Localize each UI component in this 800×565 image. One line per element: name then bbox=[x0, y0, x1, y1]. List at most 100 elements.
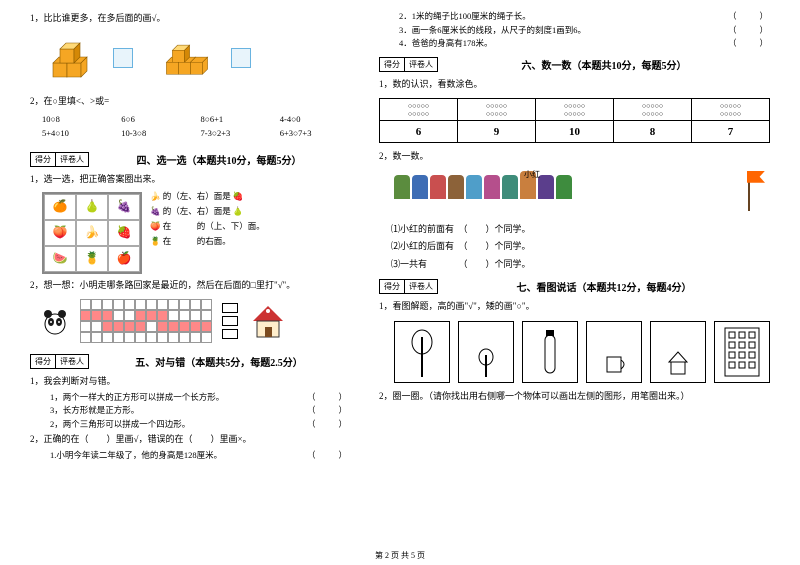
cube-group-a bbox=[45, 33, 133, 83]
cell: 🍊 bbox=[44, 194, 76, 220]
num-cell: 7 bbox=[692, 121, 770, 143]
cell: 🍌 bbox=[76, 220, 108, 246]
s7-q1: 1，看图解题，高的画"√"，矮的画"○"。 bbox=[379, 300, 770, 314]
section5-title: 五、对与错（本题共5分，每题2.5分） bbox=[89, 354, 349, 369]
fruit-grid: 🍊🍐🍇 🍑🍌🍓 🍉🍍🍎 bbox=[42, 192, 142, 274]
section4-title: 四、选一选（本题共10分，每题5分） bbox=[89, 152, 349, 167]
maze-grid bbox=[80, 299, 212, 343]
score-label: 得分 bbox=[380, 280, 405, 293]
kid-icon bbox=[502, 175, 518, 199]
cubes-b-icon bbox=[163, 33, 223, 83]
section7-header: 得分 评卷人 七、看图说话（本题共12分，每题4分） bbox=[379, 279, 770, 294]
dots-cell: ○○○○○○○○○○ bbox=[692, 99, 770, 121]
dots-cell: ○○○○○○○○○○ bbox=[536, 99, 614, 121]
cmp-0: 10○8 bbox=[42, 114, 111, 124]
house-icon bbox=[248, 301, 288, 341]
score-label: 得分 bbox=[31, 153, 56, 166]
thermos-icon bbox=[535, 327, 565, 377]
left-column: 1，比比谁更多，在多后面的画√。 bbox=[30, 10, 349, 540]
cmp-1: 6○6 bbox=[121, 114, 190, 124]
q2-text: 2，在○里填<、>或= bbox=[30, 95, 349, 109]
kid-icon bbox=[412, 175, 428, 199]
checkbox-b[interactable] bbox=[231, 48, 251, 68]
right-column: 2．1米的绳子比100厘米的绳子长。（ ） 3．画一条6厘米长的线段，从尺子的刻… bbox=[379, 10, 770, 540]
cup-icon bbox=[599, 327, 629, 377]
num-row: 6 9 10 8 7 bbox=[380, 121, 770, 143]
kid-icon bbox=[484, 175, 500, 199]
queue-area: 小红 bbox=[394, 171, 770, 216]
num-cell: 9 bbox=[458, 121, 536, 143]
kid-icon bbox=[466, 175, 482, 199]
pos-line-0: 🍌 的（左、右）面是 🍓 bbox=[150, 189, 349, 204]
cell: 🍉 bbox=[44, 246, 76, 272]
dots-cell: ○○○○○○○○○○ bbox=[380, 99, 458, 121]
s4-q2: 2，想一想：小明走哪条路回家是最近的，然后在后面的□里打"√"。 bbox=[30, 279, 349, 293]
grader-label: 评卷人 bbox=[405, 280, 437, 293]
house-small-box bbox=[650, 321, 706, 383]
cubes-a-icon bbox=[45, 33, 105, 83]
num-cell: 6 bbox=[380, 121, 458, 143]
panda-icon bbox=[40, 306, 70, 336]
count-line-2: ⑶一共有 （ ）个同学。 bbox=[379, 258, 770, 272]
building-box bbox=[714, 321, 770, 383]
tf6: 3．画一条6厘米长的线段，从尺子的刻度1画到6。（ ） bbox=[379, 24, 770, 38]
pos-line-2: 🍑 在 的（上、下）面。 bbox=[150, 219, 349, 234]
building-icon bbox=[722, 325, 762, 379]
cmp-3: 4-4○0 bbox=[280, 114, 349, 124]
kid-icon bbox=[538, 175, 554, 199]
tf2: 3，长方形就是正方形。（ ） bbox=[30, 404, 349, 418]
answer-box-2[interactable] bbox=[222, 316, 238, 326]
compare-grid: 10○8 6○6 8○6+1 4-4○0 5+4○10 10-3○8 7-3○2… bbox=[42, 114, 349, 138]
section6-header: 得分 评卷人 六、数一数（本题共10分，每题5分） bbox=[379, 57, 770, 72]
s7-q2: 2，圈一圈。（请你找出用右侧哪一个物体可以画出左侧的图形，用笔圈出来。） bbox=[379, 390, 770, 404]
section7-title: 七、看图说话（本题共12分，每题4分） bbox=[438, 279, 770, 294]
dots-cell: ○○○○○○○○○○ bbox=[614, 99, 692, 121]
tf3: 2，两个三角形可以拼成一个四边形。（ ） bbox=[30, 418, 349, 432]
section4-header: 得分 评卷人 四、选一选（本题共10分，每题5分） bbox=[30, 152, 349, 167]
grid-position-area: 🍊🍐🍇 🍑🍌🍓 🍉🍍🍎 🍌 的（左、右）面是 🍓 🍇 的（左、右）面是 🍐 🍑 … bbox=[30, 189, 349, 277]
section5-header: 得分 评卷人 五、对与错（本题共5分，每题2.5分） bbox=[30, 354, 349, 369]
cell: 🍓 bbox=[108, 220, 140, 246]
view-boxes bbox=[394, 321, 770, 383]
position-lines: 🍌 的（左、右）面是 🍓 🍇 的（左、右）面是 🍐 🍑 在 的（上、下）面。 🍍… bbox=[150, 189, 349, 250]
answer-box-1[interactable] bbox=[222, 303, 238, 313]
cell: 🍑 bbox=[44, 220, 76, 246]
tf4: 1.小明今年读二年级了，他的身高是128厘米。（ ） bbox=[30, 449, 349, 463]
tree-tall-box bbox=[394, 321, 450, 383]
cmp-2: 8○6+1 bbox=[201, 114, 270, 124]
tree-short-icon bbox=[471, 327, 501, 377]
dots-table: ○○○○○○○○○○ ○○○○○○○○○○ ○○○○○○○○○○ ○○○○○○○… bbox=[379, 98, 770, 143]
num-cell: 10 bbox=[536, 121, 614, 143]
s5-q2: 2，正确的在（ ）里画√，错误的在（ ）里画×。 bbox=[30, 433, 349, 447]
tf1: 1，两个一样大的正方形可以拼成一个长方形。（ ） bbox=[30, 391, 349, 405]
cell: 🍎 bbox=[108, 246, 140, 272]
s4-q1: 1，选一选，把正确答案圈出来。 bbox=[30, 173, 349, 187]
score-box-4: 得分 评卷人 bbox=[30, 152, 89, 167]
pos-line-1: 🍇 的（左、右）面是 🍐 bbox=[150, 204, 349, 219]
q1-text: 1，比比谁更多，在多后面的画√。 bbox=[30, 12, 349, 26]
kid-icon bbox=[556, 175, 572, 199]
kid-icon bbox=[394, 175, 410, 199]
kid-icon bbox=[430, 175, 446, 199]
section6-title: 六、数一数（本题共10分，每题5分） bbox=[438, 57, 770, 72]
page-footer: 第 2 页 共 5 页 bbox=[0, 550, 800, 561]
cell: 🍇 bbox=[108, 194, 140, 220]
num-cell: 8 bbox=[614, 121, 692, 143]
house-small-icon bbox=[663, 327, 693, 377]
tf7: 4．爸爸的身高有178米。（ ） bbox=[379, 37, 770, 51]
cmp-5: 10-3○8 bbox=[121, 128, 190, 138]
checkbox-a[interactable] bbox=[113, 48, 133, 68]
score-box-5: 得分 评卷人 bbox=[30, 354, 89, 369]
tf5: 2．1米的绳子比100厘米的绳子长。（ ） bbox=[379, 10, 770, 24]
count-line-0: ⑴小红的前面有 （ ）个同学。 bbox=[379, 223, 770, 237]
xiaohong-label: 小红 bbox=[524, 169, 540, 180]
cmp-4: 5+4○10 bbox=[42, 128, 111, 138]
dots-row: ○○○○○○○○○○ ○○○○○○○○○○ ○○○○○○○○○○ ○○○○○○○… bbox=[380, 99, 770, 121]
answer-box-3[interactable] bbox=[222, 329, 238, 339]
grader-label: 评卷人 bbox=[405, 58, 437, 71]
cube-group-b bbox=[163, 33, 251, 83]
kid-icon bbox=[448, 175, 464, 199]
cubes-row bbox=[45, 33, 349, 83]
dots-cell: ○○○○○○○○○○ bbox=[458, 99, 536, 121]
queue-kids bbox=[394, 171, 770, 199]
